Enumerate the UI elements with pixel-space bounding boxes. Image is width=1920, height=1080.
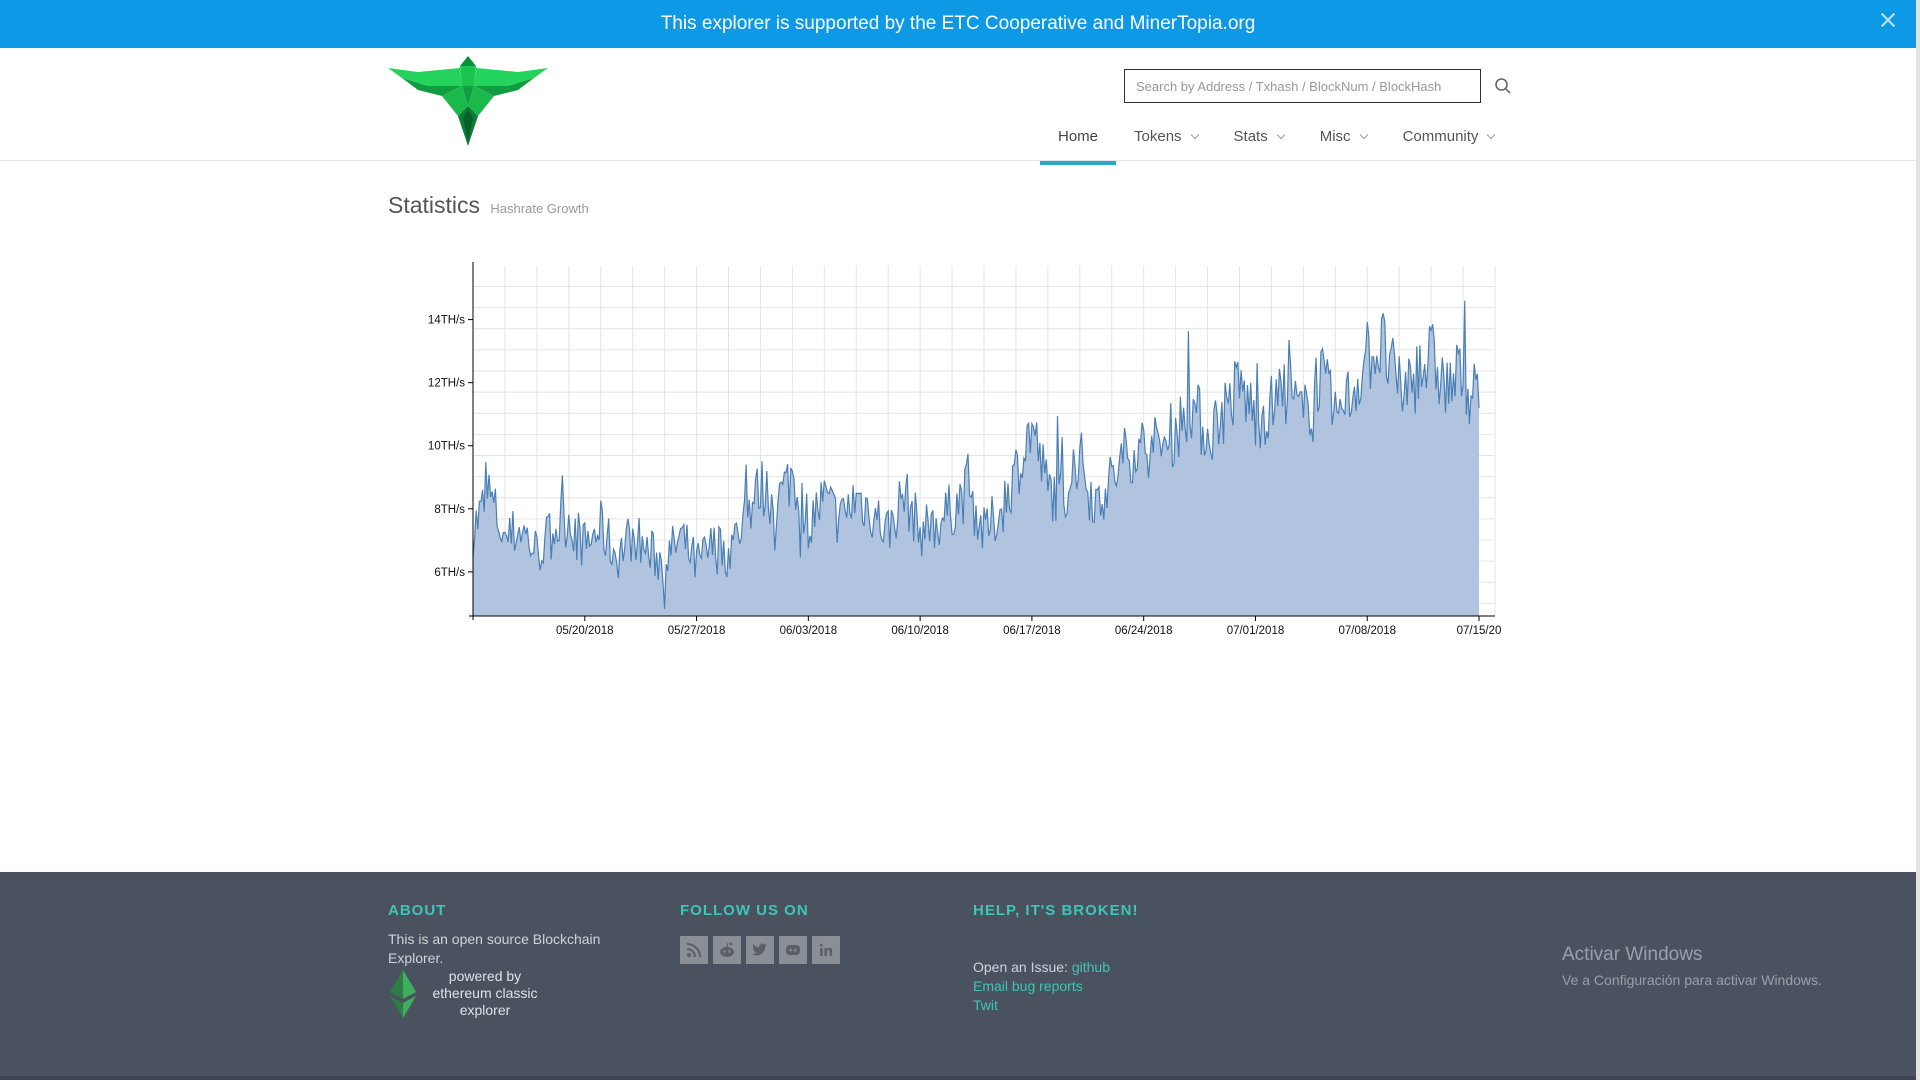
nav-home-label: Home bbox=[1058, 128, 1099, 145]
footer-bottom-bar bbox=[0, 1076, 1916, 1080]
social-links bbox=[680, 936, 840, 964]
x-tick-label: 06/17/2018 bbox=[1003, 625, 1061, 637]
rss-icon[interactable] bbox=[680, 936, 708, 964]
nav-tokens-label: Tokens bbox=[1134, 128, 1182, 145]
x-tick-label: 05/20/2018 bbox=[556, 625, 614, 637]
windows-activation-subtitle: Ve a Configuración para activar Windows. bbox=[1562, 972, 1822, 988]
open-issue-label: Open an Issue: bbox=[973, 959, 1072, 975]
x-tick-label: 07/08/2018 bbox=[1338, 625, 1396, 637]
y-tick-label: 12TH/s bbox=[428, 378, 465, 390]
follow-heading: FOLLOW US ON bbox=[680, 902, 809, 919]
sponsor-banner: This explorer is supported by the ETC Co… bbox=[0, 0, 1916, 48]
linkedin-icon[interactable] bbox=[812, 936, 840, 964]
x-tick-label: 07/01/2018 bbox=[1227, 625, 1285, 637]
y-tick-label: 8TH/s bbox=[434, 504, 465, 516]
search-icon[interactable] bbox=[1494, 77, 1512, 95]
powered-by-line-3: explorer bbox=[459, 1002, 511, 1018]
x-tick-label: 05/27/2018 bbox=[668, 625, 726, 637]
email-bug-reports-link[interactable]: Email bug reports bbox=[973, 978, 1083, 994]
powered-by-text: powered by ethereum classic explorer bbox=[420, 968, 550, 1019]
chevron-down-icon bbox=[1190, 130, 1199, 140]
eagle-logo[interactable] bbox=[388, 56, 548, 148]
twitter-icon[interactable] bbox=[746, 936, 774, 964]
hashrate-line bbox=[472, 300, 1480, 609]
x-tick-label: 06/24/2018 bbox=[1115, 625, 1173, 637]
page-scrollbar[interactable] bbox=[1916, 0, 1920, 1080]
reddit-icon[interactable] bbox=[713, 936, 741, 964]
ethereum-classic-icon bbox=[390, 970, 416, 1018]
twit-link[interactable]: Twit bbox=[973, 997, 998, 1013]
open-issue-line: Open an Issue: github bbox=[973, 958, 1110, 977]
windows-activation-title: Activar Windows bbox=[1562, 944, 1703, 965]
nav-misc-label: Misc bbox=[1319, 128, 1351, 145]
nav-stats-label: Stats bbox=[1233, 128, 1268, 145]
site-footer: ABOUT This is an open source Blockchain … bbox=[0, 872, 1916, 1080]
chevron-down-icon bbox=[1276, 130, 1285, 140]
about-text: This is an open source Blockchain Explor… bbox=[388, 931, 601, 966]
x-tick-label: 07/15/20 bbox=[1457, 625, 1502, 637]
nav-community-label: Community bbox=[1402, 128, 1479, 145]
y-tick-label: 10TH/s bbox=[428, 441, 465, 453]
banner-text: This explorer is supported by the ETC Co… bbox=[660, 13, 1256, 34]
hashrate-area bbox=[473, 300, 1479, 616]
y-tick-label: 14TH/s bbox=[428, 315, 465, 327]
nav-misc[interactable]: Misc bbox=[1302, 128, 1385, 162]
search-input[interactable] bbox=[1124, 69, 1481, 103]
page-title-text: Statistics bbox=[388, 192, 481, 218]
hashrate-chart: 6TH/s 8TH/s 10TH/s 12TH/s 14TH/s 05/20/2018 05… bbox=[428, 262, 1501, 637]
close-icon[interactable] bbox=[1878, 10, 1898, 30]
powered-by-line-1: powered by bbox=[448, 968, 522, 984]
chart-axes: 6TH/s 8TH/s 10TH/s 12TH/s 14TH/s 05/20/2018 05… bbox=[428, 262, 1501, 637]
nav-community[interactable]: Community bbox=[1385, 128, 1513, 162]
page-subtitle: Hashrate Growth bbox=[490, 201, 589, 216]
main-nav: Home Tokens Stats Misc Community bbox=[1040, 128, 1513, 165]
github-link[interactable]: github bbox=[1071, 959, 1110, 975]
powered-by-badge[interactable]: powered by ethereum classic explorer bbox=[388, 968, 558, 1020]
nav-tokens[interactable]: Tokens bbox=[1116, 128, 1216, 162]
x-tick-label: 06/03/2018 bbox=[780, 625, 838, 637]
nav-stats[interactable]: Stats bbox=[1216, 128, 1302, 162]
page-title: Statistics Hashrate Growth bbox=[388, 192, 589, 219]
chart-series bbox=[472, 300, 1480, 616]
about-heading: ABOUT bbox=[388, 902, 447, 919]
x-tick-label: 06/10/2018 bbox=[891, 625, 949, 637]
y-tick-label: 6TH/s bbox=[434, 567, 465, 579]
nav-home[interactable]: Home bbox=[1040, 128, 1117, 165]
chevron-down-icon bbox=[1359, 130, 1368, 140]
site-header: Home Tokens Stats Misc Community bbox=[0, 48, 1916, 165]
chevron-down-icon bbox=[1487, 130, 1496, 140]
powered-by-line-2: ethereum classic bbox=[432, 985, 538, 1001]
help-heading: HELP, IT'S BROKEN! bbox=[973, 902, 1139, 919]
discord-icon[interactable] bbox=[779, 936, 807, 964]
